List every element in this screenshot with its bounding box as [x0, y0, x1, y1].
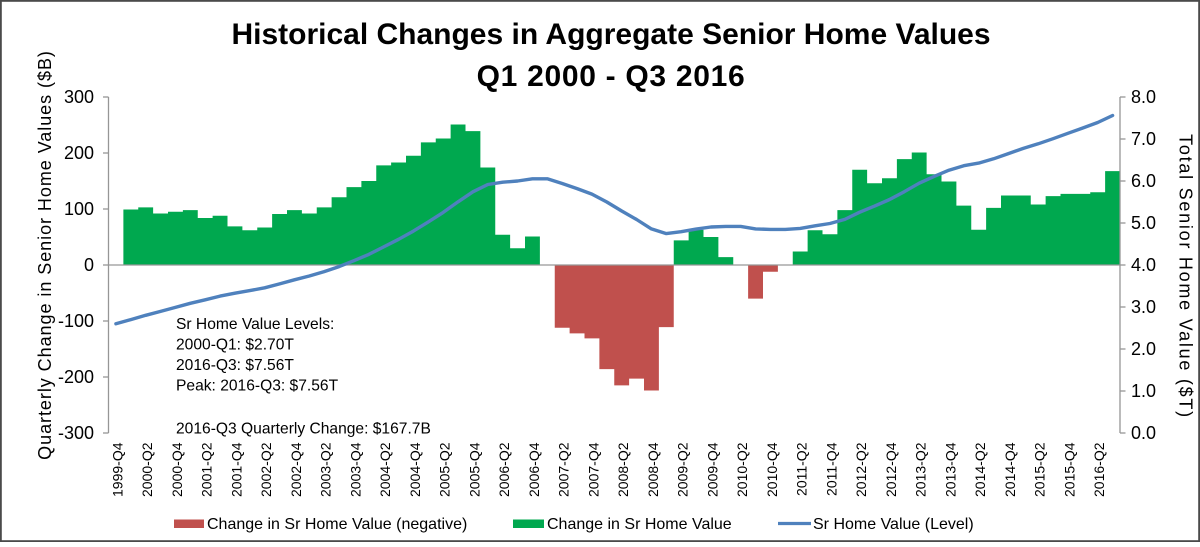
svg-text:1.0: 1.0 [1131, 381, 1156, 401]
svg-text:2011-Q4: 2011-Q4 [823, 442, 839, 496]
svg-text:2007-Q4: 2007-Q4 [585, 442, 601, 497]
svg-text:2016-Q2: 2016-Q2 [1091, 442, 1107, 497]
svg-text:300: 300 [64, 87, 94, 107]
svg-text:2009-Q4: 2009-Q4 [704, 442, 720, 497]
svg-text:Historical Changes in Aggregat: Historical Changes in Aggregate Senior H… [231, 18, 990, 51]
svg-text:2016-Q3: $7.56T: 2016-Q3: $7.56T [176, 357, 294, 374]
svg-text:2008-Q4: 2008-Q4 [645, 442, 661, 497]
svg-text:100: 100 [64, 199, 94, 219]
svg-text:2000-Q2: 2000-Q2 [139, 442, 155, 497]
svg-text:-300: -300 [58, 423, 94, 443]
svg-text:2009-Q2: 2009-Q2 [675, 442, 691, 497]
svg-text:200: 200 [64, 143, 94, 163]
svg-text:0: 0 [84, 255, 94, 275]
svg-text:2014-Q4: 2014-Q4 [1002, 442, 1018, 497]
svg-text:2006-Q2: 2006-Q2 [496, 442, 512, 497]
svg-text:2014-Q2: 2014-Q2 [972, 442, 988, 497]
svg-text:2000-Q4: 2000-Q4 [169, 442, 185, 497]
svg-text:Quarterly Change in Senior Hom: Quarterly Change in Senior Home Values (… [35, 50, 55, 460]
svg-text:3.0: 3.0 [1131, 297, 1156, 317]
svg-text:0.0: 0.0 [1131, 423, 1156, 443]
svg-text:Sr Home Value (Level): Sr Home Value (Level) [813, 516, 974, 533]
svg-text:8.0: 8.0 [1131, 87, 1156, 107]
svg-text:2010-Q4: 2010-Q4 [764, 442, 780, 497]
svg-text:2013-Q2: 2013-Q2 [913, 442, 929, 497]
svg-text:2003-Q4: 2003-Q4 [347, 442, 363, 497]
svg-text:2005-Q2: 2005-Q2 [437, 442, 453, 497]
svg-text:2008-Q2: 2008-Q2 [615, 442, 631, 497]
svg-text:2004-Q2: 2004-Q2 [377, 442, 393, 497]
svg-text:Total Senior Home Value ($T): Total Senior Home Value ($T) [1176, 134, 1196, 419]
svg-text:2003-Q2: 2003-Q2 [318, 442, 334, 497]
svg-text:2002-Q4: 2002-Q4 [288, 442, 304, 497]
svg-text:7.0: 7.0 [1131, 129, 1156, 149]
svg-text:2.0: 2.0 [1131, 339, 1156, 359]
svg-text:-100: -100 [58, 311, 94, 331]
svg-text:2012-Q4: 2012-Q4 [883, 442, 899, 497]
svg-text:2001-Q2: 2001-Q2 [199, 442, 215, 497]
svg-text:2002-Q2: 2002-Q2 [258, 442, 274, 497]
svg-text:2011-Q2: 2011-Q2 [794, 442, 810, 496]
svg-text:2007-Q2: 2007-Q2 [556, 442, 572, 497]
svg-text:Peak: 2016-Q3: $7.56T: Peak: 2016-Q3: $7.56T [176, 378, 339, 395]
svg-text:Change in Sr Home Value: Change in Sr Home Value [547, 516, 732, 533]
svg-text:Sr Home Value Levels:: Sr Home Value Levels: [176, 316, 334, 333]
svg-text:2000-Q1: $2.70T: 2000-Q1: $2.70T [176, 337, 294, 354]
svg-text:2006-Q4: 2006-Q4 [526, 442, 542, 497]
svg-text:2004-Q4: 2004-Q4 [407, 442, 423, 497]
svg-text:2016-Q3 Quarterly Change: $167: 2016-Q3 Quarterly Change: $167.7B [176, 421, 431, 438]
svg-text:6.0: 6.0 [1131, 171, 1156, 191]
svg-text:-200: -200 [58, 367, 94, 387]
svg-text:2001-Q4: 2001-Q4 [228, 442, 244, 497]
svg-text:Change in Sr Home Value (negat: Change in Sr Home Value (negative) [207, 516, 467, 533]
svg-text:2010-Q2: 2010-Q2 [734, 442, 750, 497]
svg-text:2005-Q4: 2005-Q4 [466, 442, 482, 497]
svg-text:2015-Q4: 2015-Q4 [1061, 442, 1077, 497]
svg-text:2013-Q4: 2013-Q4 [942, 442, 958, 497]
svg-text:5.0: 5.0 [1131, 213, 1156, 233]
svg-text:1999-Q4: 1999-Q4 [109, 442, 125, 497]
svg-text:2012-Q2: 2012-Q2 [853, 442, 869, 497]
svg-text:2015-Q2: 2015-Q2 [1032, 442, 1048, 497]
svg-text:Q1 2000 - Q3 2016: Q1 2000 - Q3 2016 [477, 60, 746, 93]
svg-text:4.0: 4.0 [1131, 255, 1156, 275]
